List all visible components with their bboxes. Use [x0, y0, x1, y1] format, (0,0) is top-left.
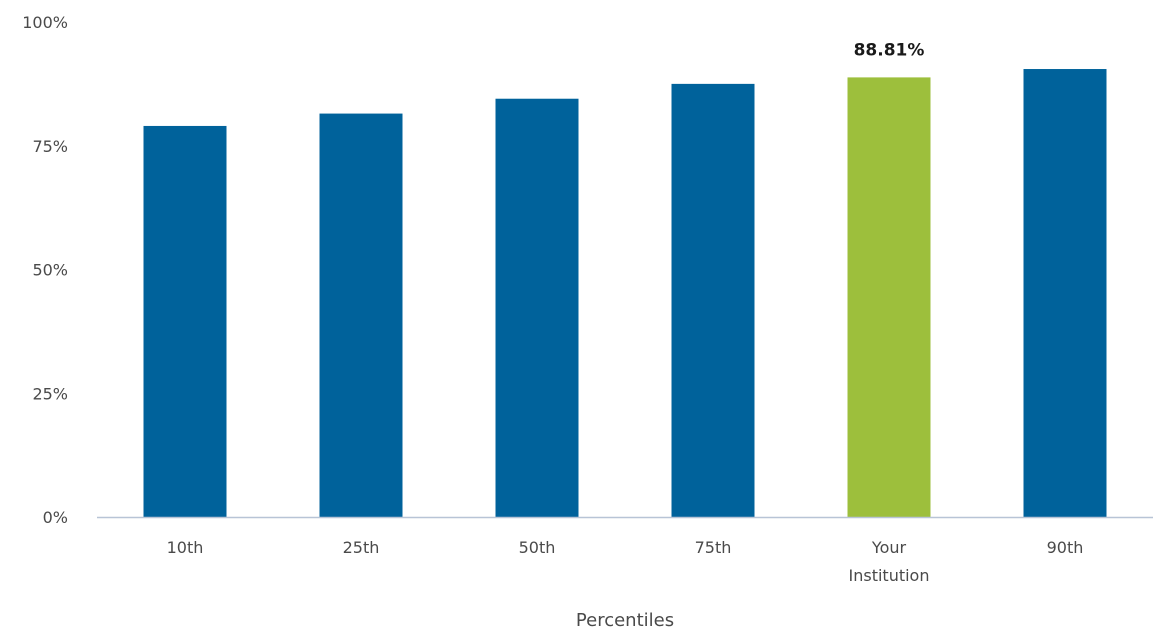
- data-labels: 88.81%: [854, 40, 925, 60]
- x-tick-label: 10th: [167, 538, 204, 557]
- bar: [1023, 69, 1107, 518]
- y-tick-label: 100%: [22, 13, 68, 32]
- bar: [847, 77, 931, 517]
- bar-data-label: 88.81%: [854, 40, 925, 60]
- y-tick-label: 0%: [43, 508, 68, 527]
- bars: [143, 69, 1107, 518]
- bar: [143, 125, 227, 517]
- x-axis-category-labels: 10th 25th 50th 75th Your Institution 90th: [167, 538, 1084, 585]
- y-tick-label: 75%: [32, 137, 68, 156]
- x-axis-title: Percentiles: [576, 610, 674, 631]
- y-tick-label: 25%: [32, 384, 68, 403]
- y-tick-label: 50%: [32, 261, 68, 280]
- bar: [671, 83, 755, 517]
- x-tick-label: Your Institution: [849, 538, 930, 585]
- x-tick-label: 90th: [1047, 538, 1084, 557]
- bar: [319, 113, 403, 517]
- x-tick-label: 75th: [695, 538, 732, 557]
- x-tick-label: 50th: [519, 538, 556, 557]
- y-axis-ticks: 0% 25% 50% 75% 100%: [22, 13, 68, 527]
- x-tick-label: 25th: [343, 538, 380, 557]
- bar: [495, 98, 579, 517]
